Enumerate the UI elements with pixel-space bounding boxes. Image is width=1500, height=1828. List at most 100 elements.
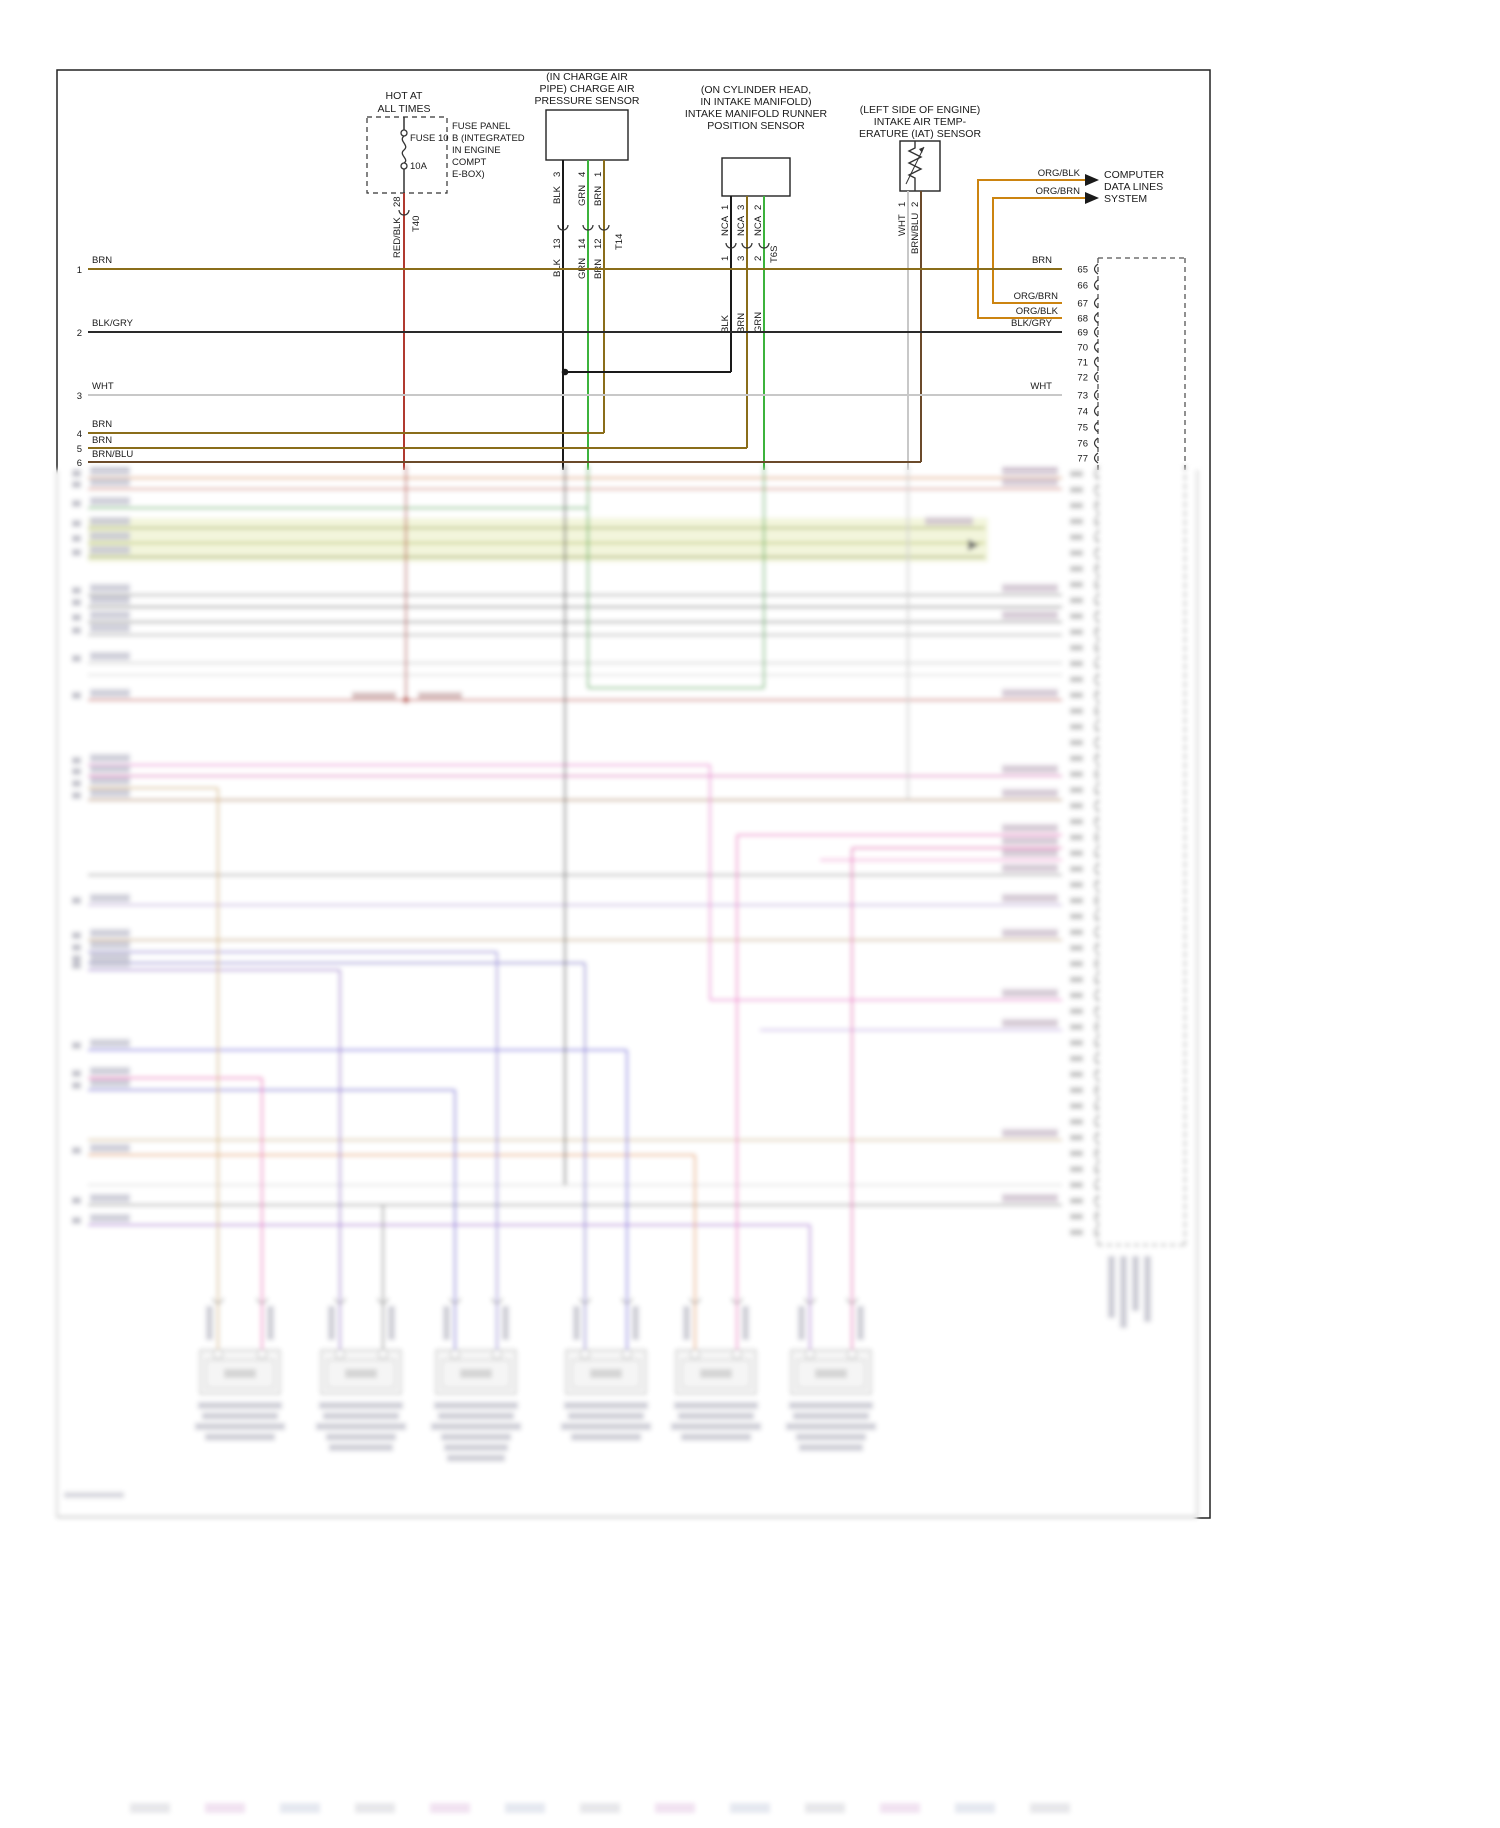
runner-sensor-box (721, 157, 791, 197)
ecm-pin-75: 75 (1077, 423, 1088, 434)
row-6-label: BRN/BLU (92, 449, 133, 460)
t40-connector-icon (398, 209, 410, 216)
iat-caption-1: (LEFT SIDE OF ENGINE) (860, 104, 981, 116)
ecm-pin-socket-icon (1093, 326, 1099, 338)
org-brn-label: ORG/BRN (1036, 186, 1080, 197)
runner-caption-3: INTAKE MANIFOLD RUNNER (685, 108, 828, 120)
computer-dest-2: DATA LINES (1104, 181, 1163, 193)
ecm-pin-socket-icon (1093, 371, 1099, 383)
ecm-pin-74: 74 (1077, 407, 1088, 418)
row-65-right-label: BRN (1032, 255, 1052, 266)
org-blk-label: ORG/BLK (1038, 168, 1081, 179)
ecm-pin-72: 72 (1077, 373, 1088, 384)
runner-pin2-number: 2 (753, 205, 764, 210)
row-2-label: BLK/GRY (92, 318, 134, 329)
arrow-right-icon (1085, 174, 1099, 186)
charge-air-pin4-color: GRN (577, 185, 588, 206)
ecm-pin-socket-icon (1093, 297, 1099, 309)
ecm-connector: 65 66 67 68 69 70 71 72 73 74 75 76 77 (1077, 257, 1186, 470)
fuse-box (366, 116, 448, 194)
charge-air-t14-pin12: 12 (593, 238, 604, 249)
ecm-pin-socket-icon (1093, 263, 1099, 275)
row-73-right-label: WHT (1030, 381, 1052, 392)
blurred-lower-section (50, 466, 1198, 1813)
blk-junction-dot (561, 368, 569, 376)
row-5-number: 5 (77, 444, 82, 455)
t40-label: T40 (411, 216, 422, 232)
t6s-label: T6S (769, 246, 780, 263)
runner-caption-2: IN INTAKE MANIFOLD) (700, 96, 811, 108)
org-brn-stub-label: ORG/BRN (1014, 291, 1058, 302)
thermistor-icon (905, 141, 925, 191)
iat-pin2-number: 2 (910, 202, 921, 207)
row-6-number: 6 (77, 458, 82, 469)
iat-wires (907, 191, 922, 470)
iat-pin2-color: BRN/BLU (910, 213, 921, 254)
charge-air-wires (557, 160, 610, 470)
charge-air-t14-blk: BLK (552, 258, 563, 277)
charge-air-caption-2: PIPE) CHARGE AIR (539, 83, 635, 95)
runner-wire1-color: BLK (720, 314, 731, 333)
ecm-pin-68: 68 (1077, 314, 1088, 325)
ecm-pin-71: 71 (1077, 358, 1088, 369)
charge-air-caption-3: PRESSURE SENSOR (534, 95, 639, 107)
fuse-panel-text-5: E-BOX) (452, 169, 485, 180)
blur-wash-overlay (50, 470, 1197, 1524)
org-brn-wire (992, 197, 1085, 304)
iat-sensor: (LEFT SIDE OF ENGINE) INTAKE AIR TEMP- E… (859, 104, 982, 470)
iat-pin1-color: WHT (897, 214, 908, 236)
fuse-panel-text-4: COMPT (452, 157, 487, 168)
row-3-label: WHT (92, 381, 114, 392)
all-times-label: ALL TIMES (377, 103, 430, 115)
charge-air-pin4-number: 4 (577, 172, 588, 177)
runner-pin1-name: NCA (720, 215, 731, 236)
charge-air-pin1-color: BRN (593, 186, 604, 206)
org-blk-wire (977, 179, 1085, 319)
row-1-number: 1 (77, 265, 82, 276)
row-5-label: BRN (92, 435, 112, 446)
arrow-right-icon (1085, 192, 1099, 204)
ecm-pin-76: 76 (1077, 439, 1088, 450)
iat-caption-2: INTAKE AIR TEMP- (874, 116, 967, 128)
ecm-pin-65: 65 (1077, 265, 1088, 276)
ecm-pin-socket-icon (1093, 389, 1099, 401)
ecm-pin-73: 73 (1077, 391, 1088, 402)
org-blk-stub-label: ORG/BLK (1016, 306, 1059, 317)
runner-pin2-name: NCA (753, 215, 764, 236)
runner-pin3-number: 3 (736, 205, 747, 210)
computer-dest-1: COMPUTER (1104, 169, 1165, 181)
runner-pin1-number: 1 (720, 205, 731, 210)
row-4-label: BRN (92, 419, 112, 430)
ecm-pin-70: 70 (1077, 343, 1088, 354)
hot-at-label: HOT AT (386, 90, 424, 102)
ecm-pin-socket-icon (1093, 421, 1099, 433)
ecm-pin-socket-icon (1093, 452, 1099, 464)
ecm-pin-69: 69 (1077, 328, 1088, 339)
charge-air-pin1-number: 1 (593, 172, 604, 177)
ecm-pin-socket-icon (1093, 279, 1099, 291)
ecm-pin-socket-icon (1093, 341, 1099, 353)
ecm-pin-67: 67 (1077, 299, 1088, 310)
fuse-label: FUSE 10 (410, 133, 449, 144)
ecm-pin-socket-icon (1093, 312, 1099, 324)
schematic-top: HOT AT ALL TIMES FUSE 10 10A FUSE PANEL … (77, 71, 1186, 470)
iat-caption-3: ERATURE (IAT) SENSOR (859, 128, 982, 140)
runner-t6s-pin3: 3 (736, 256, 747, 261)
row-3-number: 3 (77, 391, 82, 402)
runner-wire3-color: BRN (736, 313, 747, 333)
fuse-panel-text-2: B (INTEGRATED (452, 133, 525, 144)
charge-air-sensor-box (545, 109, 629, 161)
fuse-panel: HOT AT ALL TIMES FUSE 10 10A FUSE PANEL … (366, 90, 525, 470)
left-wire-rows: 1 BRN 2 BLK/GRY 3 WHT 4 BRN 5 BRN 6 BRN/… (77, 255, 1062, 469)
charge-air-pin3-color: BLK (552, 185, 563, 204)
runner-t6s-pin2: 2 (753, 256, 764, 261)
runner-pin3-name: NCA (736, 215, 747, 236)
fuse-panel-text-1: FUSE PANEL (452, 121, 510, 132)
fuse-amp-label: 10A (410, 161, 428, 172)
runner-t6s-pin1: 1 (720, 256, 731, 261)
row-2-number: 2 (77, 328, 82, 339)
ecm-pin-66: 66 (1077, 281, 1088, 292)
charge-air-pin3-number: 3 (552, 172, 563, 177)
ecm-pin-numbers: 65 66 67 68 69 70 71 72 73 74 75 76 77 (1077, 263, 1099, 465)
